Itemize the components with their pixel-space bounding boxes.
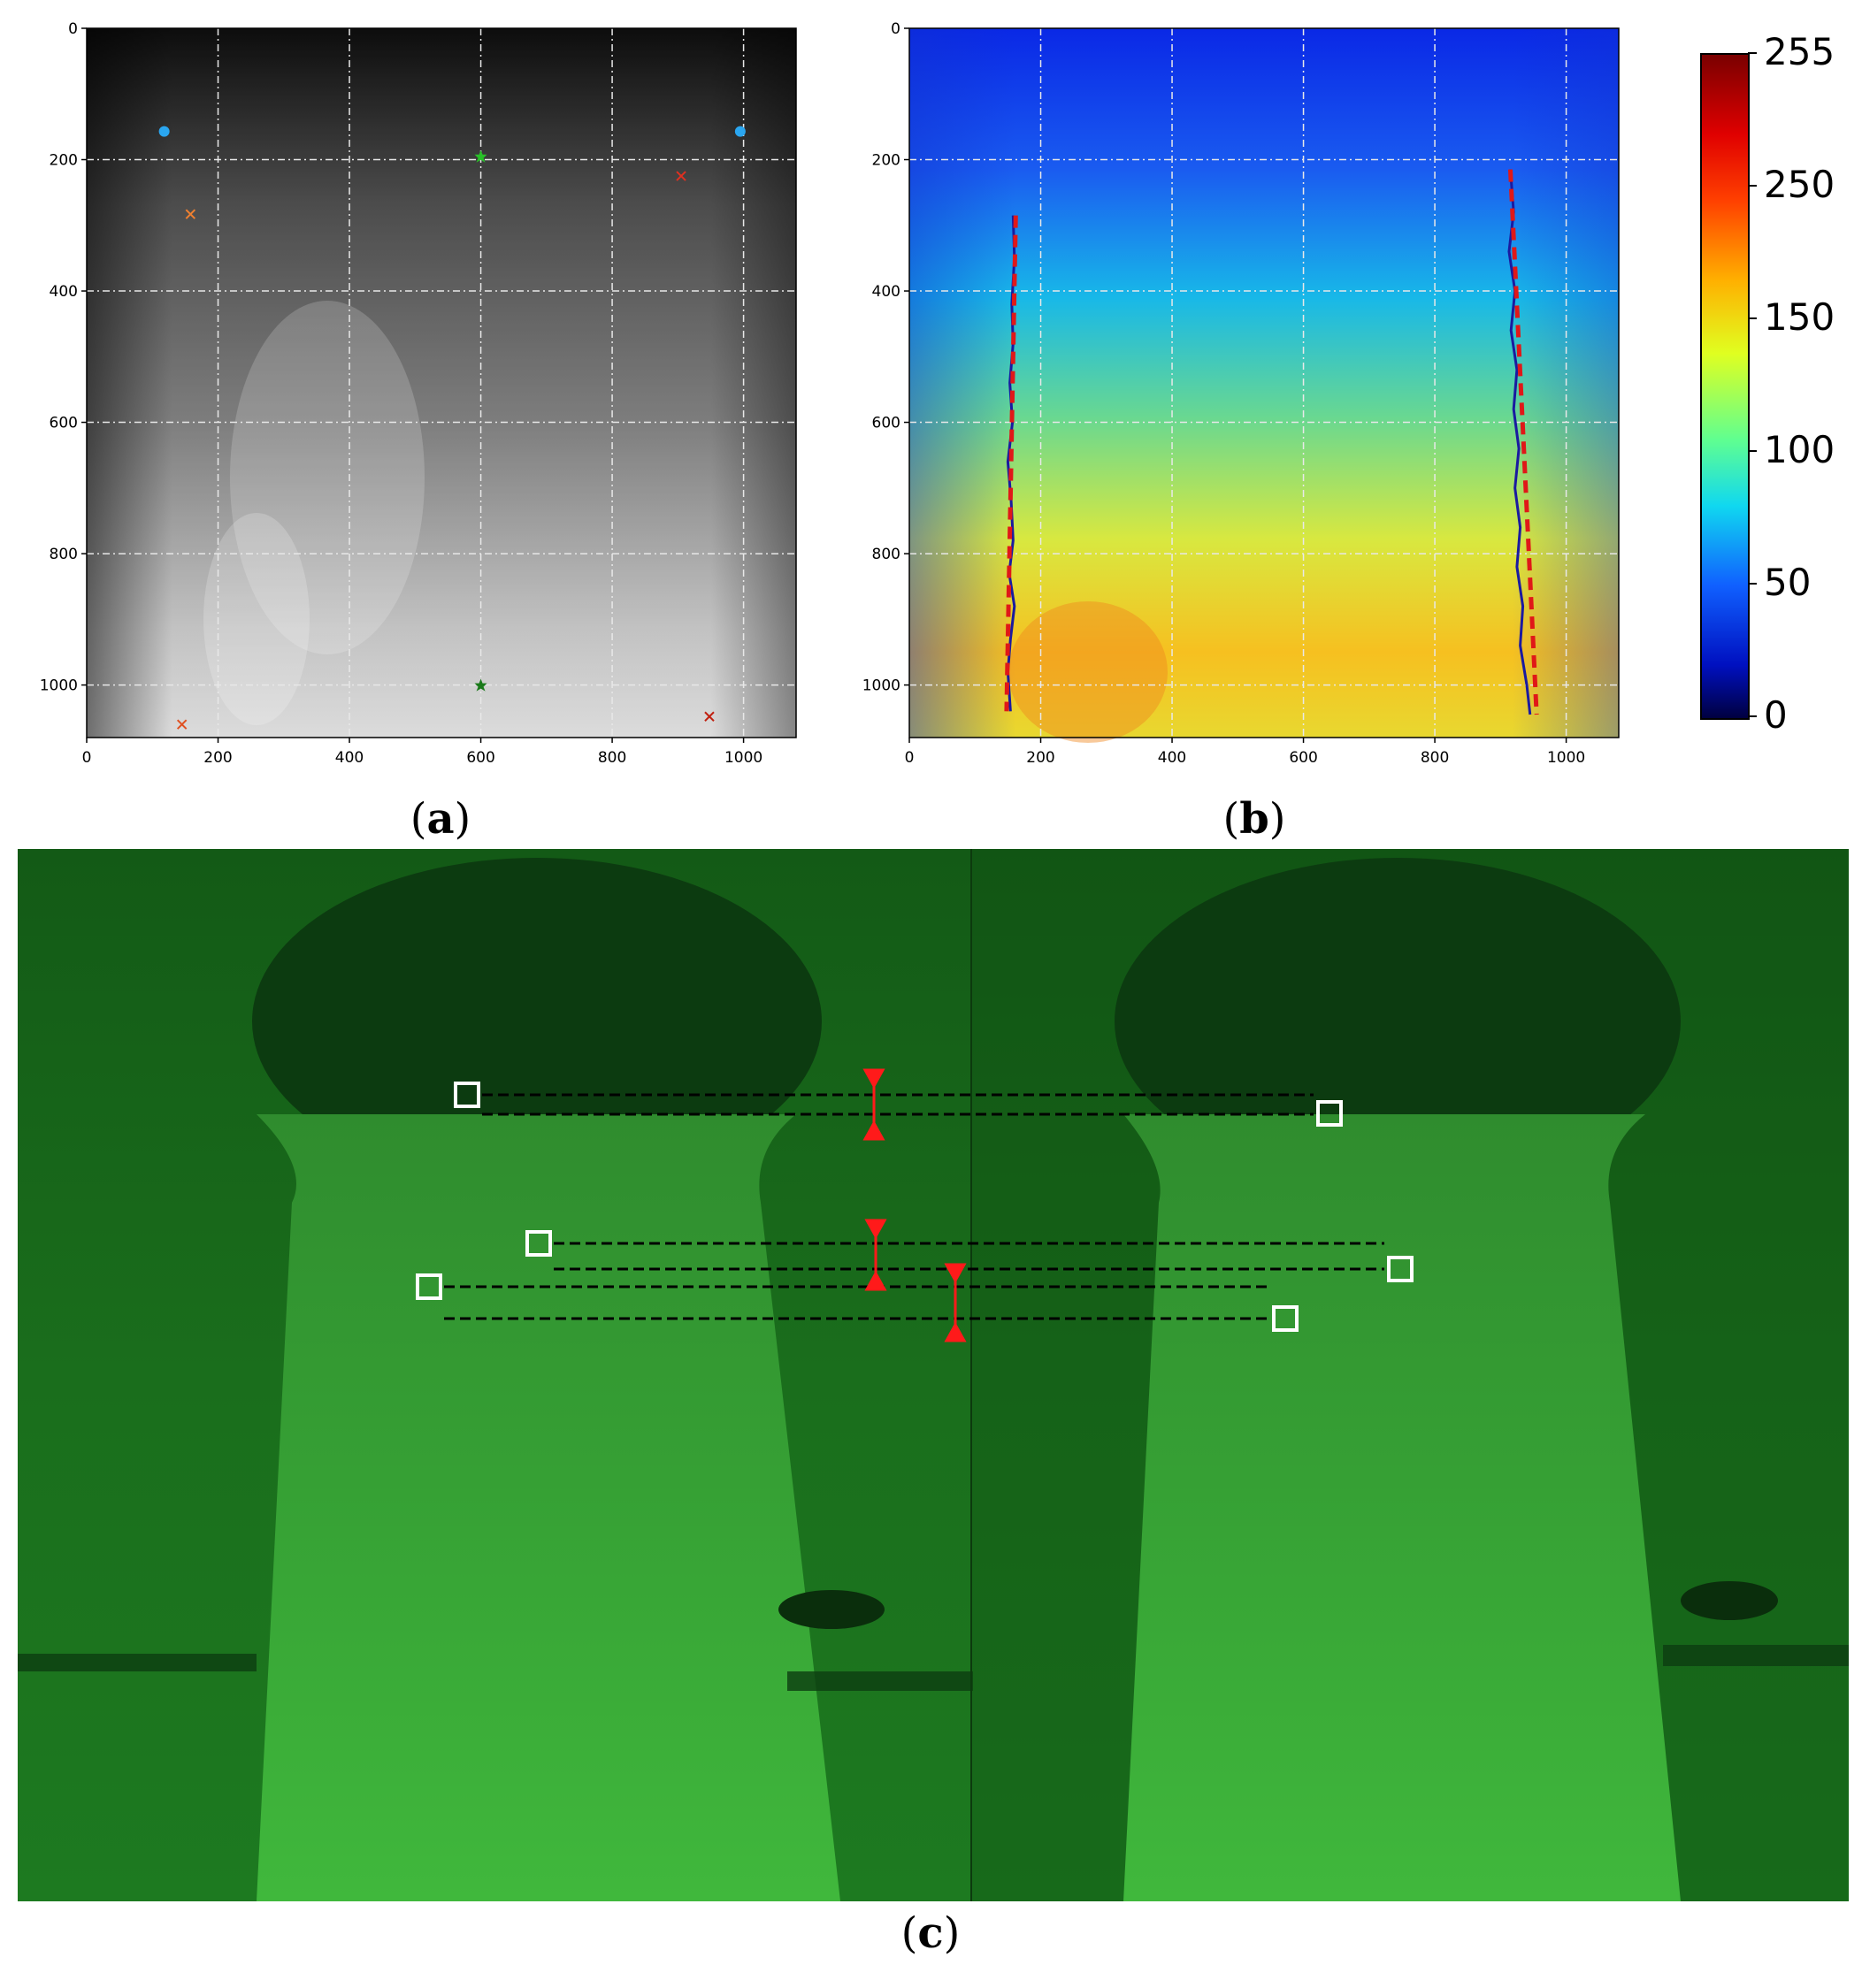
panel-a-grid	[87, 28, 796, 738]
colorbar-tick-label: 150	[1764, 295, 1835, 339]
caption-b: (b)	[1222, 794, 1286, 844]
match-lines	[444, 1093, 1384, 1320]
x-tick-label: 200	[203, 749, 232, 767]
right-edge-detected-line	[1507, 169, 1532, 715]
panel-a-image	[87, 28, 796, 738]
colorbar-tick-label: 255	[1764, 30, 1835, 73]
caption-c: (c)	[900, 1908, 961, 1958]
y-tick-label: 1000	[40, 677, 78, 695]
right-edge-fitted-line	[1507, 169, 1539, 715]
panel-b-x-ticks: 0 200 400 600 800 1000	[905, 738, 1585, 767]
right-view	[971, 849, 1849, 1901]
x-tick-label: 800	[598, 749, 626, 767]
panel-a-figure: 0 200 400 600 800 1000 0 200 400 600 800 1000	[40, 20, 797, 767]
x-tick-label: 0	[82, 749, 92, 767]
marker-dot	[734, 126, 746, 137]
y-tick-label: 200	[50, 152, 78, 170]
y-tick-label: 0	[68, 20, 78, 38]
x-tick-label: 0	[905, 749, 915, 767]
marker-star	[474, 149, 487, 163]
y-tick-label: 0	[891, 20, 900, 38]
colorbar-tick-label: 50	[1764, 561, 1812, 604]
panel-b-image	[909, 28, 1619, 743]
panel-c-photo	[18, 849, 1849, 1901]
marker-dot	[158, 126, 170, 137]
panel-b-grid	[909, 28, 1619, 738]
y-tick-label: 400	[872, 283, 900, 301]
y-tick-label: 800	[872, 546, 900, 563]
left-edge-detected-line	[1006, 215, 1016, 712]
marker-x	[185, 209, 196, 219]
match-boxes	[416, 1082, 1414, 1332]
x-tick-label: 400	[1158, 749, 1186, 767]
y-tick-label: 200	[872, 152, 900, 170]
x-tick-label: 800	[1421, 749, 1449, 767]
colorbar	[1700, 53, 1750, 720]
panel-b-edge-lines	[1004, 169, 1539, 715]
colorbar-tick-label: 250	[1764, 163, 1835, 206]
y-tick-label: 800	[50, 546, 78, 563]
x-tick-label: 600	[466, 749, 494, 767]
caption-a: (a)	[410, 794, 471, 844]
y-tick-label: 1000	[862, 677, 900, 695]
x-tick-label: 1000	[1547, 749, 1585, 767]
y-tick-label: 600	[872, 415, 900, 432]
y-tick-label: 400	[50, 283, 78, 301]
y-tick-label: 600	[50, 415, 78, 432]
colorbar-tick-mark	[1748, 583, 1757, 585]
colorbar-tick-mark	[1748, 185, 1757, 187]
colorbar-tick-mark	[1748, 52, 1757, 54]
displacement-arrows	[862, 1068, 967, 1342]
marker-x	[676, 171, 686, 181]
left-view	[18, 858, 973, 1901]
colorbar-tick-mark	[1748, 450, 1757, 452]
panel-a-markers	[158, 126, 746, 730]
colorbar-tick-label: 0	[1764, 693, 1788, 737]
x-tick-label: 1000	[724, 749, 762, 767]
panel-a-x-ticks: 0 200 400 600 800 1000	[82, 738, 762, 767]
colorbar-tick-mark	[1748, 715, 1757, 717]
panel-a-y-ticks: 0 200 400 600 800 1000	[40, 20, 87, 695]
panel-b-y-ticks: 0 200 400 600 800 1000	[862, 20, 909, 695]
marker-x	[176, 719, 188, 730]
x-tick-label: 400	[335, 749, 364, 767]
marker-x	[704, 711, 715, 722]
left-edge-fitted-line	[1004, 215, 1018, 712]
x-tick-label: 600	[1289, 749, 1317, 767]
panel-b-figure: 0 200 400 600 800 1000 0 200 400 600 800 1000	[862, 20, 1620, 767]
marker-star	[474, 678, 487, 692]
colorbar-tick-mark	[1748, 317, 1757, 319]
colorbar-tick-label: 100	[1764, 428, 1835, 471]
x-tick-label: 200	[1026, 749, 1054, 767]
